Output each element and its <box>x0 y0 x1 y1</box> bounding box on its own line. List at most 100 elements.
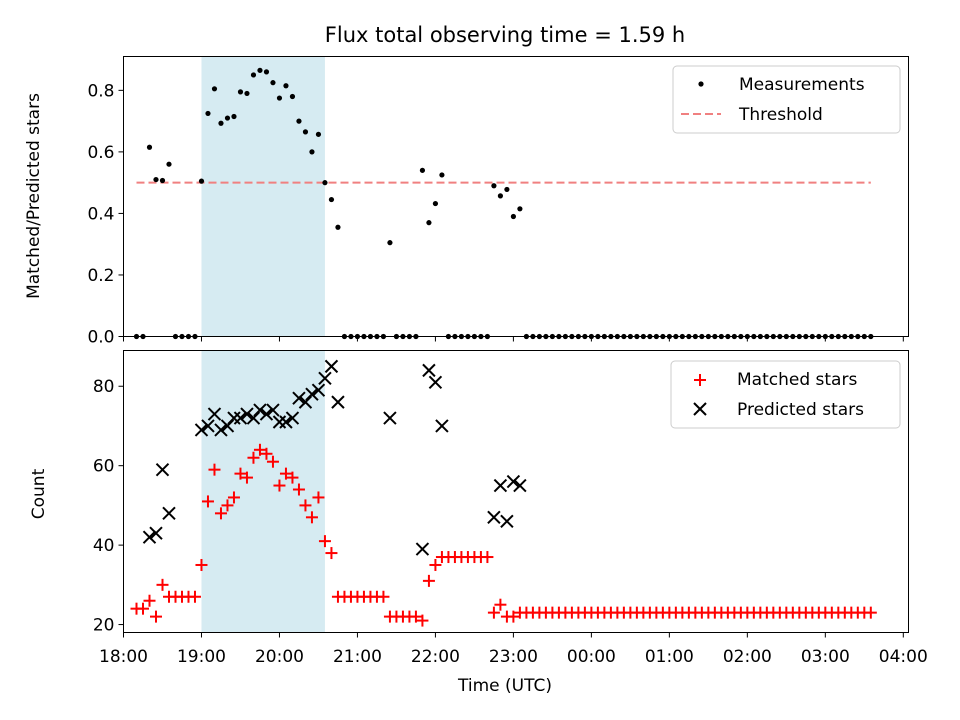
legend-measurements-label: Measurements <box>739 75 865 95</box>
predicted-stars-point <box>415 542 430 556</box>
x-tick-label: 19:00 <box>177 647 226 667</box>
measurement-point <box>432 200 439 207</box>
measurement-point <box>166 161 172 167</box>
matched-stars-point <box>325 547 338 560</box>
top-axes-frame <box>123 56 909 337</box>
predicted-stars-point <box>311 383 326 397</box>
observing-window-shade <box>201 56 325 337</box>
measurement-point <box>257 67 263 73</box>
predicted-stars-point <box>227 411 241 425</box>
matched-stars-point <box>292 483 305 496</box>
measurement-point <box>439 172 445 178</box>
legend-measurements-marker <box>698 81 704 87</box>
legend-predicted-marker <box>693 402 707 416</box>
measurement-point <box>146 144 153 150</box>
measurement-point <box>205 110 211 117</box>
matched-stars-point <box>305 511 318 524</box>
x-tick-label: 18:00 <box>99 647 148 667</box>
measurement-point <box>504 186 510 193</box>
matched-stars-point <box>507 610 520 623</box>
matched-stars-point <box>487 606 500 619</box>
matched-stars-point <box>416 614 429 627</box>
y-tick-label: 0.0 <box>87 328 114 348</box>
matched-stars-point <box>494 598 507 611</box>
measurement-point <box>159 177 166 184</box>
matched-stars-point <box>221 499 234 512</box>
matched-stars-point <box>279 467 292 480</box>
matched-stars-point <box>234 467 247 480</box>
matched-stars-point <box>214 507 227 520</box>
x-tick-label: 00:00 <box>567 647 616 667</box>
measurement-point <box>296 118 302 124</box>
matched-stars-point <box>247 451 260 464</box>
predicted-stars-point <box>207 407 222 421</box>
bottom-axes-frame <box>123 350 909 633</box>
measurement-point <box>315 131 322 137</box>
matched-stars-point <box>240 471 253 484</box>
predicted-stars-point <box>506 474 521 489</box>
observing-window-shade <box>201 350 325 633</box>
matched-stars-point <box>312 491 325 504</box>
matched-stars-point <box>318 535 331 548</box>
predicted-stars-point <box>305 387 319 401</box>
top-y-axis-label: Matched/Predicted stars <box>24 93 44 299</box>
top-panel: 0.0 0.2 0.4 0.6 0.8 <box>87 56 909 348</box>
x-tick-label: 20:00 <box>255 647 304 667</box>
predicted-stars-point <box>201 419 215 433</box>
matched-stars-point <box>273 479 286 492</box>
measurement-point <box>497 193 504 199</box>
predicted-stars-point <box>331 395 345 409</box>
predicted-stars-point <box>162 506 176 521</box>
x-tick-label: 23:00 <box>489 647 538 667</box>
matched-stars-point <box>422 574 435 587</box>
y-tick-label: 20 <box>93 616 115 636</box>
measurement-point <box>510 213 517 220</box>
legend-predicted-label: Predicted stars <box>737 400 864 420</box>
measurement-point <box>328 196 335 203</box>
matched-stars-point <box>864 606 877 619</box>
measurement-point <box>335 224 341 230</box>
predicted-stars-point <box>246 411 261 425</box>
y-tick-label: 0.4 <box>87 204 114 224</box>
measurement-point <box>387 240 393 246</box>
predicted-stars-point <box>253 403 267 417</box>
measurement-point <box>289 93 296 100</box>
matched-stars-point <box>149 610 162 623</box>
matched-stars-point <box>208 463 221 476</box>
bottom-legend: Matched stars Predicted stars <box>670 360 901 429</box>
measurement-point <box>322 180 328 186</box>
legend-matched-marker <box>694 374 706 386</box>
matched-stars-point <box>409 610 422 623</box>
measurement-point <box>153 176 159 183</box>
predicted-stars-point <box>324 359 339 374</box>
matched-stars-point <box>286 471 299 484</box>
measurement-point <box>517 206 523 212</box>
predicted-stars-point <box>318 371 332 386</box>
predicted-stars-point <box>487 510 501 525</box>
predicted-stars-point <box>240 407 254 421</box>
measurement-point <box>198 178 205 184</box>
bottom-panel: 20 40 60 80 18:00 19:00 20:00 21:00 22:00 23:00 00… <box>93 350 928 667</box>
bottom-y-axis-label: Count <box>29 468 49 519</box>
measurement-point <box>426 220 432 226</box>
predicted-stars-point <box>259 407 274 421</box>
x-tick-label: 04:00 <box>879 647 928 667</box>
top-legend: Measurements Threshold <box>672 65 901 134</box>
predicted-stars-point <box>194 423 209 437</box>
measurement-point <box>276 95 283 101</box>
bottom-legend-box <box>670 360 901 429</box>
predicted-stars-point <box>493 478 508 493</box>
predicted-stars-point <box>428 375 443 389</box>
measurement-point <box>244 90 250 97</box>
matched-stars-point <box>143 594 156 607</box>
matched-stars-point <box>195 558 208 571</box>
predicted-stars-point <box>220 419 235 433</box>
measurement-point <box>270 80 276 86</box>
top-legend-box <box>672 65 901 134</box>
measurement-point <box>211 86 218 92</box>
x-tick-label: 01:00 <box>645 647 694 667</box>
predicted-stars-point <box>298 395 313 409</box>
matched-stars-point <box>188 590 201 603</box>
predicted-stars-point <box>142 530 157 544</box>
